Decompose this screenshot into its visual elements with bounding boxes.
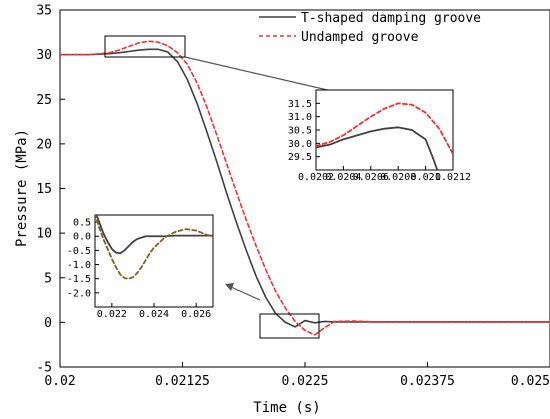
series-line-undamped-groove bbox=[60, 40, 550, 336]
inset-x-tick-label: 0.0202 bbox=[298, 172, 334, 183]
x-tick-label: 0.02125 bbox=[155, 374, 210, 389]
y-tick-label: -5 bbox=[36, 361, 52, 376]
series-line-t-shaped-damping-groove bbox=[95, 215, 213, 255]
plot-frame bbox=[59, 9, 550, 368]
x-axis-title: Time (s) bbox=[253, 400, 320, 416]
arrow-to-inset-bottom bbox=[230, 286, 261, 301]
inset-y-tick-label: 29.5 bbox=[288, 152, 312, 163]
inset-x-tick-label: 0.022 bbox=[97, 309, 127, 320]
y-axis-title: Pressure (MPa) bbox=[14, 129, 30, 247]
inset-x-tick-label: 0.026 bbox=[181, 309, 211, 320]
inset-y-tick-label: 0.5 bbox=[73, 218, 91, 229]
legend-label-undamped: Undamped groove bbox=[301, 30, 419, 45]
y-tick-label: 35 bbox=[36, 4, 52, 19]
arrow-head-bottom bbox=[225, 283, 234, 291]
y-tick-label: 20 bbox=[36, 137, 52, 152]
inset-x-tick-label: 0.021 bbox=[411, 172, 441, 183]
inset-x-tick-label: 0.0206 bbox=[353, 172, 389, 183]
series-line-t-shaped-damping-groove bbox=[316, 126, 439, 170]
x-tick-label: 0.0225 bbox=[282, 374, 329, 389]
y-tick-label: 25 bbox=[36, 93, 52, 108]
zoom-region-top bbox=[104, 35, 186, 58]
inset-lower-left-ticks: 0.022 0.024 0.026 0.5 0.0 -0.5 -1.0 -1.5 -2.0 bbox=[67, 218, 211, 320]
inset-y-tick-label: 31.0 bbox=[288, 112, 312, 123]
inset-y-tick-label: -1.5 bbox=[67, 274, 91, 285]
inset-y-tick-label: 30.5 bbox=[288, 126, 312, 137]
inset-x-tick-label: 0.0212 bbox=[435, 172, 471, 183]
legend: T-shaped damping groove Undamped groove bbox=[259, 11, 481, 45]
inset-y-tick-label: -2.0 bbox=[67, 288, 91, 299]
y-tick-label: 10 bbox=[36, 227, 52, 242]
inset-x-tick-label: 0.0208 bbox=[380, 172, 416, 183]
y-tick-label: 5 bbox=[44, 271, 52, 286]
inset-upper-right-frame bbox=[315, 89, 454, 171]
inset-y-tick-label: 31.5 bbox=[288, 99, 312, 110]
x-tick-label: 0.025 bbox=[511, 374, 550, 389]
y-tick-label: 15 bbox=[36, 182, 52, 197]
inset-y-tick-label: -0.5 bbox=[67, 246, 91, 257]
main-axis-ticks: 0.02 0.02125 0.0225 0.02375 0.025-5051015202… bbox=[36, 4, 550, 389]
inset-upper-right-series bbox=[316, 102, 453, 170]
inset-y-tick-label: 30.0 bbox=[288, 139, 312, 150]
y-tick-label: 30 bbox=[36, 48, 52, 63]
legend-label-t-shaped: T-shaped damping groove bbox=[301, 11, 481, 26]
main-series-group bbox=[60, 40, 550, 336]
series-line-undamped-groove bbox=[95, 215, 213, 280]
series-line-undamped-groove bbox=[316, 102, 453, 155]
y-tick-label: 0 bbox=[44, 316, 52, 331]
inset-x-tick-label: 0.024 bbox=[139, 309, 169, 320]
inset-y-tick-label: 0.0 bbox=[73, 232, 91, 243]
x-tick-label: 0.02 bbox=[44, 374, 75, 389]
x-tick-label: 0.02375 bbox=[400, 374, 455, 389]
zoom-region-bottom bbox=[259, 313, 320, 339]
inset-x-tick-label: 0.0204 bbox=[325, 172, 361, 183]
inset-lower-left-series bbox=[95, 215, 213, 280]
inset-y-tick-label: -1.0 bbox=[67, 260, 91, 271]
